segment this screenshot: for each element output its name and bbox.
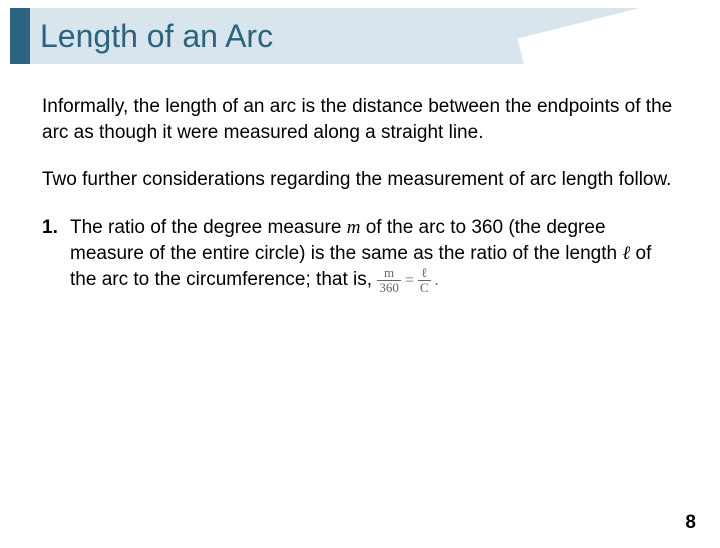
title-diagonal-cut (517, 8, 720, 64)
slide-title: Length of an Arc (30, 18, 273, 55)
item1-text-pre: The ratio of the degree measure (70, 217, 347, 238)
formula-period: . (431, 272, 443, 289)
fraction-1: m360 (377, 266, 401, 294)
title-background: Length of an Arc (30, 8, 720, 64)
frac2-numerator: ℓ (418, 266, 431, 281)
paragraph-1: Informally, the length of an arc is the … (42, 94, 678, 145)
equals-sign: = (401, 272, 418, 289)
frac1-denominator: 360 (377, 281, 401, 295)
fraction-2: ℓC (418, 266, 431, 294)
title-bar: Length of an Arc (0, 8, 720, 64)
paragraph-2: Two further considerations regarding the… (42, 167, 678, 193)
frac1-numerator: m (377, 266, 401, 281)
formula: m360=ℓC. (377, 266, 442, 294)
title-accent-block (10, 8, 30, 64)
page-number: 8 (685, 512, 696, 534)
slide-content: Informally, the length of an arc is the … (0, 64, 720, 294)
list-item-1: 1. The ratio of the degree measure m of … (42, 215, 678, 295)
item1-var-m: m (347, 217, 361, 238)
list-number-1: 1. (42, 215, 58, 241)
frac2-denominator: C (418, 281, 431, 295)
